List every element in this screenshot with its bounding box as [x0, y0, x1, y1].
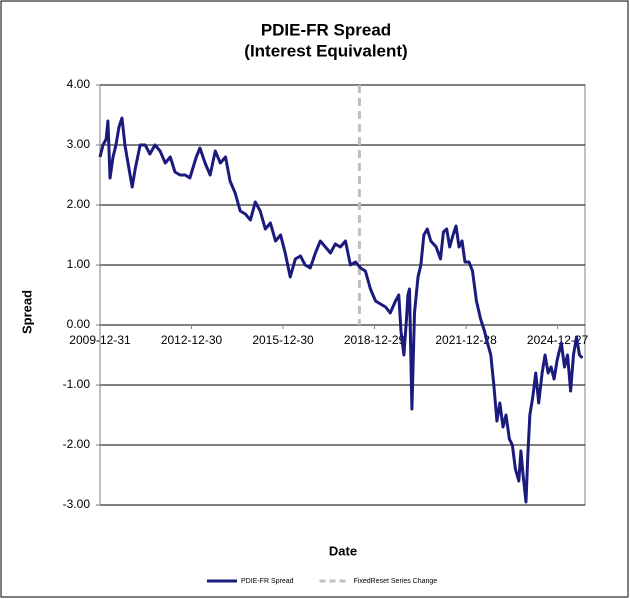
- x-tick-label: 2015-12-30: [252, 333, 314, 347]
- y-tick-label: -1.00: [63, 377, 91, 391]
- chart-subtitle: (Interest Equivalent): [244, 41, 407, 60]
- y-tick-label: 0.00: [67, 317, 91, 331]
- x-tick-label: 2024-12-27: [527, 333, 589, 347]
- y-tick-label: -2.00: [63, 437, 91, 451]
- legend-label: PDIE-FR Spread: [241, 578, 294, 585]
- y-tick-label: 4.00: [67, 77, 91, 91]
- x-tick-label: 2021-12-28: [435, 333, 497, 347]
- chart-title: PDIE-FR Spread: [261, 20, 391, 39]
- x-axis-title: Date: [329, 543, 357, 558]
- x-tick-label: 2009-12-31: [69, 333, 131, 347]
- series-line: [98, 116, 584, 504]
- x-tick-label: 2018-12-29: [344, 333, 406, 347]
- legend-label: FixedReset Series Change: [354, 578, 438, 585]
- y-tick-label: -3.00: [63, 497, 91, 511]
- y-tick-label: 2.00: [67, 197, 91, 211]
- y-tick-label: 1.00: [67, 257, 91, 271]
- y-axis-title: Spread: [19, 290, 34, 334]
- x-tick-label: 2012-12-30: [161, 333, 223, 347]
- y-tick-label: 3.00: [67, 137, 91, 151]
